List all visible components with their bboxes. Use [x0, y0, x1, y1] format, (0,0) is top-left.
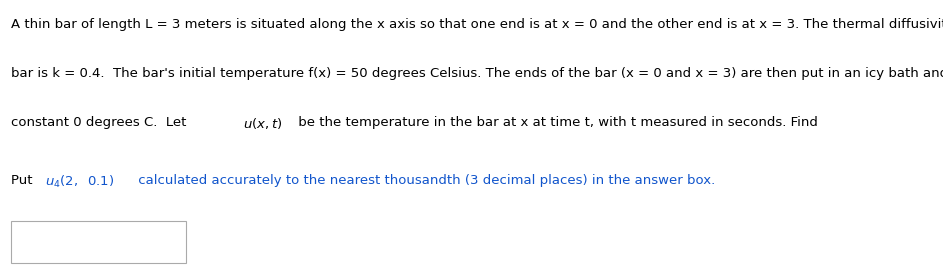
- Text: Put: Put: [11, 174, 37, 187]
- Text: be the temperature in the bar at x at time t, with t measured in seconds. Find: be the temperature in the bar at x at ti…: [294, 116, 822, 129]
- Text: $u_4(2,\;\; 0.1)$: $u_4(2,\;\; 0.1)$: [44, 174, 114, 190]
- Text: bar is k = 0.4.  The bar's initial temperature f(x) = 50 degrees Celsius. The en: bar is k = 0.4. The bar's initial temper…: [11, 67, 943, 80]
- Text: calculated accurately to the nearest thousandth (3 decimal places) in the answer: calculated accurately to the nearest tho…: [134, 174, 715, 187]
- Bar: [11, 221, 186, 263]
- Text: $u(x, t)$: $u(x, t)$: [243, 116, 283, 132]
- Text: constant 0 degrees C.  Let: constant 0 degrees C. Let: [11, 116, 190, 129]
- Text: A thin bar of length L = 3 meters is situated along the x axis so that one end i: A thin bar of length L = 3 meters is sit…: [11, 18, 943, 31]
